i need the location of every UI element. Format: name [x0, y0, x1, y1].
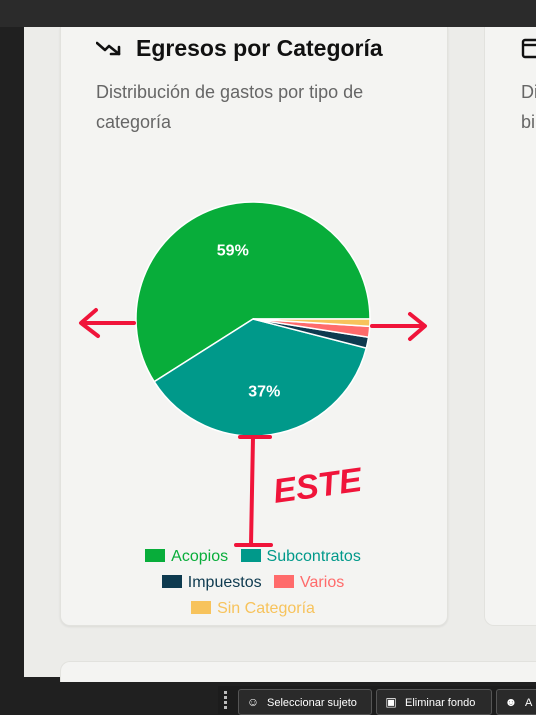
legend-item-varios[interactable]: Varios: [274, 574, 344, 592]
people-icon: ☻: [504, 695, 518, 709]
legend-row-2: Impuestos Varios: [60, 574, 446, 592]
legend-item-impuestos[interactable]: Impuestos: [161, 574, 262, 592]
second-card-subtitle: Di bi: [521, 82, 536, 132]
legend-row-1: Acopios Subcontratos: [60, 548, 446, 566]
annotation-vertical-marker: [234, 435, 273, 547]
person-select-icon: ☺: [246, 695, 260, 709]
legend-swatch: [161, 575, 182, 588]
slice-sin-categoria[interactable]: [252, 318, 371, 328]
trending-down-icon: [96, 41, 121, 56]
legend-item-acopios[interactable]: Acopios: [145, 548, 228, 566]
image-icon: ▣: [385, 695, 397, 709]
third-card: [60, 661, 536, 682]
slice-data-label: 37%: [248, 384, 280, 401]
select-subject-button[interactable]: ☺ Seleccionar sujeto: [238, 689, 372, 715]
legend-label: Subcontratos: [266, 548, 361, 565]
third-tool-button[interactable]: ☻ A: [496, 689, 536, 715]
annotation-left-arrow: [79, 308, 136, 338]
annotation-text: ESTE: [271, 461, 366, 511]
slice-data-label: 59%: [217, 242, 249, 259]
legend-swatch: [274, 575, 295, 588]
card-subtitle: Distribución de gastos por tipo de categ…: [96, 82, 364, 132]
remove-background-button[interactable]: ▣ Eliminar fondo: [376, 689, 492, 715]
slice-acopios[interactable]: [135, 201, 371, 383]
legend-swatch: [191, 601, 212, 614]
remove-background-label: Eliminar fondo: [405, 697, 476, 709]
card-title: Egresos por Categoría: [136, 35, 383, 61]
legend-row-3: Sin Categoría: [60, 600, 446, 618]
legend-label: Impuestos: [187, 574, 262, 591]
legend-label: Sin Categoría: [217, 600, 315, 617]
legend-swatch: [240, 549, 261, 562]
drag-handle-icon[interactable]: [223, 690, 229, 710]
slice-subcontratos[interactable]: [153, 318, 368, 437]
legend-item-subcontratos[interactable]: Subcontratos: [240, 548, 361, 566]
window-top-bar: [0, 0, 536, 27]
legend-swatch: [145, 549, 166, 562]
legend-item-sin-categoria[interactable]: Sin Categoría: [191, 600, 315, 618]
legend-label: Acopios: [171, 548, 229, 565]
third-tool-label: A: [525, 697, 533, 709]
select-subject-label: Seleccionar sujeto: [267, 697, 357, 709]
window-left-edge: [0, 27, 24, 714]
annotation-right-arrow: [370, 312, 427, 341]
second-card: [484, 27, 536, 626]
legend-label: Varios: [300, 574, 345, 591]
